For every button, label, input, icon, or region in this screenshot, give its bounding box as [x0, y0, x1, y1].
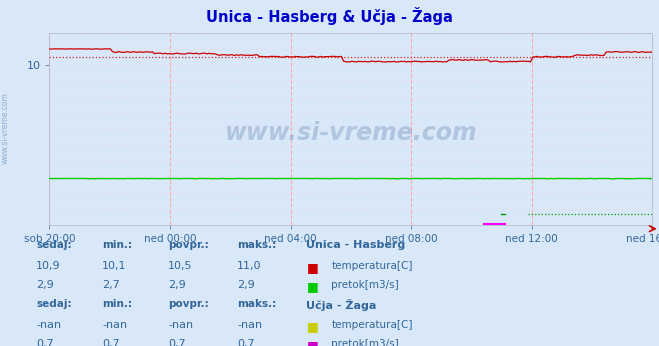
Text: pretok[m3/s]: pretok[m3/s]	[331, 339, 399, 346]
Text: sedaj:: sedaj:	[36, 240, 72, 251]
Text: 10,9: 10,9	[36, 261, 61, 271]
Text: -nan: -nan	[168, 320, 193, 330]
Text: povpr.:: povpr.:	[168, 240, 209, 251]
Text: povpr.:: povpr.:	[168, 299, 209, 309]
Text: 0,7: 0,7	[237, 339, 255, 346]
Text: 0,7: 0,7	[168, 339, 186, 346]
Text: -nan: -nan	[237, 320, 262, 330]
Text: maks.:: maks.:	[237, 299, 277, 309]
Text: temperatura[C]: temperatura[C]	[331, 320, 413, 330]
Text: ■: ■	[306, 280, 318, 293]
Text: 2,9: 2,9	[36, 280, 54, 290]
Text: 0,7: 0,7	[36, 339, 54, 346]
Text: maks.:: maks.:	[237, 240, 277, 251]
Text: www.si-vreme.com: www.si-vreme.com	[225, 121, 477, 145]
Text: 10,5: 10,5	[168, 261, 192, 271]
Text: 2,9: 2,9	[168, 280, 186, 290]
Text: 11,0: 11,0	[237, 261, 262, 271]
Text: 10,1: 10,1	[102, 261, 127, 271]
Text: min.:: min.:	[102, 299, 132, 309]
Text: pretok[m3/s]: pretok[m3/s]	[331, 280, 399, 290]
Text: 2,7: 2,7	[102, 280, 120, 290]
Text: ■: ■	[306, 339, 318, 346]
Text: 2,9: 2,9	[237, 280, 255, 290]
Text: sedaj:: sedaj:	[36, 299, 72, 309]
Text: www.si-vreme.com: www.si-vreme.com	[1, 92, 10, 164]
Text: -nan: -nan	[102, 320, 127, 330]
Text: 0,7: 0,7	[102, 339, 120, 346]
Text: temperatura[C]: temperatura[C]	[331, 261, 413, 271]
Text: min.:: min.:	[102, 240, 132, 251]
Text: Unica - Hasberg: Unica - Hasberg	[306, 240, 406, 251]
Text: Učja - Žaga: Učja - Žaga	[306, 299, 377, 311]
Text: -nan: -nan	[36, 320, 61, 330]
Text: ■: ■	[306, 261, 318, 274]
Text: ■: ■	[306, 320, 318, 333]
Text: Unica - Hasberg & Učja - Žaga: Unica - Hasberg & Učja - Žaga	[206, 7, 453, 25]
